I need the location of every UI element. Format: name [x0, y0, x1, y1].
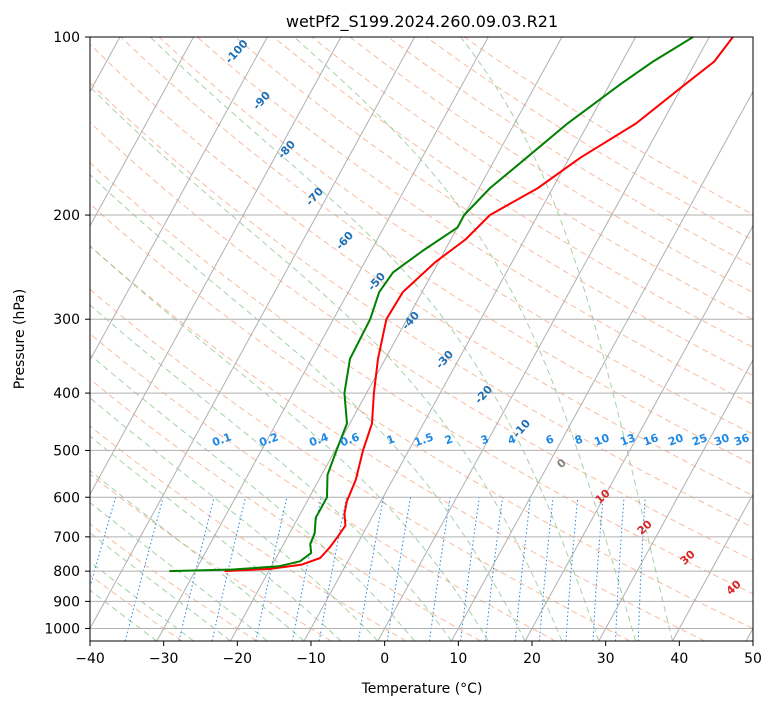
moist-adiabat-line	[90, 435, 342, 641]
mixing-ratio-label: 25	[690, 431, 709, 448]
mixing-ratio-label: 3	[479, 433, 491, 448]
isotherm-line	[377, 37, 710, 641]
moist-adiabat-line	[90, 245, 489, 641]
mixing-ratio-label: 0.6	[338, 430, 361, 449]
moist-adiabat-line	[90, 86, 563, 641]
dry-adiabat-line	[311, 37, 753, 321]
isotherm-line	[90, 37, 342, 496]
x-tick-label: 10	[449, 651, 467, 667]
y-axis: 100 200 300 400 500 600 700 800 900 1000	[44, 30, 90, 637]
mixing-ratio-label: 16	[641, 431, 660, 449]
x-tick-label: 0	[380, 651, 389, 667]
dry-adiabat-line	[90, 82, 753, 529]
dry-adiabat-line	[90, 332, 556, 641]
y-tick-label: 200	[53, 208, 80, 224]
y-tick-label: 600	[53, 490, 80, 506]
isotherm-line	[90, 37, 195, 227]
x-tick-label: 30	[597, 651, 615, 667]
y-tick-label: 100	[53, 30, 80, 46]
mixing-ratio-label: 0.2	[257, 431, 280, 450]
isotherms	[90, 37, 753, 641]
y-tick-label: 300	[53, 312, 80, 328]
temperature-profile-line	[224, 37, 734, 573]
x-tick-label: −20	[223, 651, 253, 667]
y-tick-label: 700	[53, 530, 80, 546]
mixing-ratio-line	[124, 497, 164, 641]
mixing-ratio-label: 8	[573, 433, 585, 448]
y-tick-label: 900	[53, 594, 80, 610]
x-tick-label: 40	[670, 651, 688, 667]
mixing-ratio-label: 2	[443, 433, 455, 448]
dry-adiabat-line	[90, 288, 631, 641]
dry-adiabat-line	[235, 37, 753, 377]
moist-adiabat-line	[90, 397, 379, 641]
plot-frame	[89, 36, 754, 642]
isotherm-line	[90, 37, 416, 630]
dry-adiabat-line	[90, 473, 332, 641]
isotherm-line	[156, 37, 489, 641]
isotherm-line	[524, 224, 753, 641]
mixing-ratio-label: 4	[506, 432, 518, 447]
isotherm-line	[303, 37, 637, 641]
y-axis-label: Pressure (hPa)	[12, 289, 28, 389]
mixing-ratio-label: 13	[618, 431, 637, 448]
mixing-ratio-label: 6	[544, 432, 556, 447]
moist-adiabat-line	[90, 589, 158, 641]
x-tick-label: 20	[523, 651, 541, 667]
isotherm-line	[598, 358, 753, 641]
dry-adiabat-line	[349, 37, 753, 294]
plot-area	[90, 37, 753, 641]
mixing-ratio-lines	[90, 497, 646, 641]
x-axis: −40 −30 −20 −10 0 10 20 30 40 50	[75, 641, 762, 667]
isotherm-line	[672, 493, 753, 641]
moist-adiabat-line	[149, 37, 600, 641]
dry-adiabat-line	[90, 203, 753, 630]
mixing-ratio-label: 1	[385, 433, 397, 448]
mixing-ratio-line	[90, 497, 117, 589]
mixing-ratio-label: 36	[732, 431, 751, 449]
moist-adiabats	[90, 37, 673, 641]
dry-adiabat-line	[158, 37, 753, 435]
series-layer	[169, 37, 734, 573]
moist-adiabat-line	[90, 561, 194, 641]
dry-adiabat-line	[90, 523, 257, 641]
mixing-ratio-label: 20	[666, 431, 685, 449]
moist-adiabat-line	[90, 304, 452, 641]
x-tick-label: −10	[296, 651, 326, 667]
moist-adiabat-line	[293, 37, 637, 641]
isotherm-line	[451, 90, 753, 641]
mixing-ratio-line	[255, 497, 288, 641]
moist-adiabat-line	[90, 174, 526, 641]
moist-adiabat-line	[90, 532, 231, 641]
dry-adiabat-line	[196, 37, 753, 406]
mixing-ratio-label: 0.1	[210, 431, 233, 450]
mixing-ratio-label: 30	[712, 431, 731, 449]
y-tick-label: 800	[53, 564, 80, 580]
y-tick-label: 400	[53, 386, 80, 402]
mixing-ratio-line	[211, 497, 246, 641]
mixing-ratio-label: 10	[592, 431, 611, 449]
y-tick-label: 500	[53, 443, 80, 459]
x-tick-label: −40	[75, 651, 105, 667]
mixing-ratio-label: 0.4	[307, 430, 330, 449]
mixing-ratio-line	[178, 497, 215, 641]
isotherm-line	[230, 37, 563, 641]
dry-adiabat-line	[90, 245, 706, 641]
x-tick-label: 50	[744, 651, 762, 667]
plot-background	[90, 37, 753, 641]
dry-adiabat-line	[90, 574, 183, 641]
dry-adiabat-line	[90, 161, 753, 595]
chart-title: wetPf2_S199.2024.260.09.03.R21	[286, 12, 558, 32]
moist-adiabat-line	[90, 354, 415, 641]
dry-adiabats	[90, 37, 753, 641]
mixing-ratio-label: 1.5	[412, 431, 435, 450]
dewpoint-profile-line	[169, 37, 694, 573]
y-tick-label: 1000	[44, 621, 80, 637]
moist-adiabat-line	[460, 37, 673, 641]
dry-adiabat-line	[90, 378, 481, 641]
isotherm-line	[90, 37, 268, 362]
x-axis-label: Temperature (°C)	[361, 681, 483, 697]
x-tick-label: −30	[149, 651, 179, 667]
